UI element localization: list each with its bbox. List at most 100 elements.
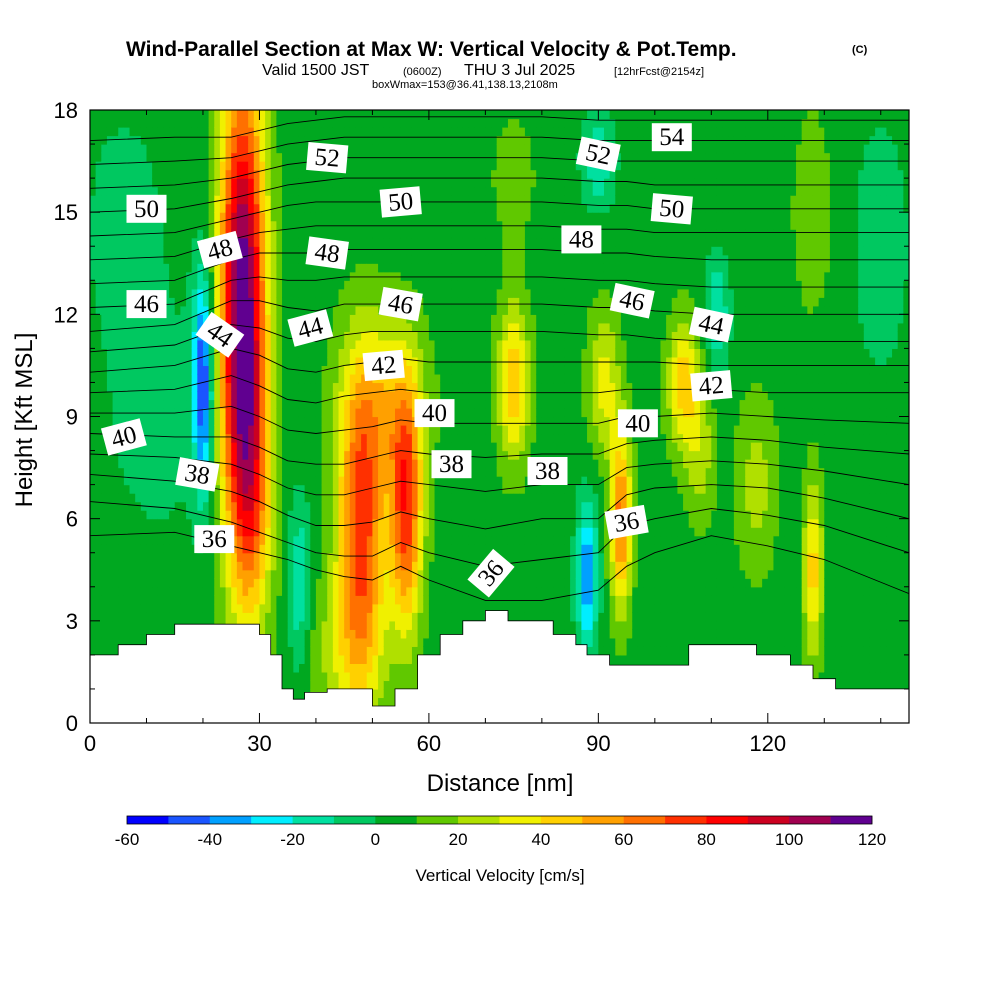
heatmap-cell bbox=[259, 390, 266, 401]
heatmap-cell bbox=[95, 144, 102, 154]
heatmap-cell bbox=[276, 169, 283, 179]
heatmap-cell bbox=[428, 365, 436, 375]
heatmap-cell bbox=[248, 373, 255, 384]
heatmap-cell bbox=[169, 195, 176, 205]
heatmap-cell bbox=[406, 459, 413, 469]
heatmap-cell bbox=[383, 586, 390, 596]
heatmap-cell bbox=[146, 152, 153, 162]
heatmap-cell bbox=[462, 161, 470, 171]
heatmap-cell bbox=[310, 620, 317, 630]
heatmap-cell bbox=[338, 671, 345, 682]
heatmap-cell bbox=[378, 382, 385, 392]
heatmap-cell bbox=[242, 348, 249, 358]
heatmap-cell bbox=[253, 254, 261, 264]
heatmap-cell bbox=[417, 535, 424, 545]
heatmap-cell bbox=[152, 356, 159, 367]
heatmap-cell bbox=[372, 399, 379, 409]
heatmap-cell bbox=[462, 263, 470, 273]
heatmap-cell bbox=[157, 365, 165, 375]
heatmap-cell bbox=[445, 127, 453, 137]
heatmap-cell bbox=[349, 510, 357, 520]
heatmap-cell bbox=[276, 637, 283, 647]
heatmap-cell bbox=[282, 450, 289, 460]
heatmap-cell bbox=[287, 382, 294, 392]
heatmap-cell bbox=[214, 390, 221, 401]
heatmap-cell bbox=[276, 331, 283, 341]
heatmap-cell bbox=[344, 297, 351, 307]
heatmap-cell bbox=[361, 297, 368, 307]
heatmap-cell bbox=[451, 144, 458, 154]
heatmap-cell bbox=[259, 501, 266, 511]
heatmap-cell bbox=[395, 339, 402, 349]
heatmap-cell bbox=[361, 552, 368, 562]
heatmap-cell bbox=[129, 186, 136, 196]
heatmap-cell bbox=[298, 135, 306, 145]
heatmap-cell bbox=[462, 356, 470, 367]
heatmap-cell bbox=[146, 595, 153, 605]
heatmap-cell bbox=[265, 178, 272, 188]
heatmap-cell bbox=[191, 356, 198, 367]
heatmap-cell bbox=[101, 595, 108, 605]
heatmap-cell bbox=[406, 603, 413, 613]
heatmap-cell bbox=[202, 586, 210, 596]
heatmap-cell bbox=[282, 229, 289, 239]
heatmap-cell bbox=[428, 442, 436, 452]
heatmap-cell bbox=[445, 186, 453, 196]
heatmap-cell bbox=[253, 433, 261, 443]
heatmap-cell bbox=[101, 288, 108, 298]
heatmap-cell bbox=[315, 578, 323, 588]
heatmap-cell bbox=[400, 493, 407, 503]
heatmap-cell bbox=[372, 305, 379, 315]
heatmap-cell bbox=[298, 416, 306, 426]
heatmap-cell bbox=[378, 654, 385, 664]
heatmap-cell bbox=[372, 331, 379, 341]
heatmap-cell bbox=[372, 229, 379, 239]
heatmap-cell bbox=[231, 348, 238, 358]
heatmap-cell bbox=[219, 416, 227, 426]
heatmap-cell bbox=[366, 416, 374, 426]
heatmap-cell bbox=[197, 450, 204, 460]
heatmap-cell bbox=[276, 271, 283, 281]
heatmap-cell bbox=[276, 365, 283, 375]
heatmap-cell bbox=[315, 229, 323, 239]
heatmap-cell bbox=[118, 407, 125, 418]
heatmap-cell bbox=[202, 399, 210, 409]
heatmap-cell bbox=[366, 212, 374, 222]
heatmap-cell bbox=[468, 510, 475, 520]
heatmap-cell bbox=[445, 501, 453, 511]
heatmap-cell bbox=[298, 373, 306, 384]
heatmap-cell bbox=[366, 629, 374, 639]
heatmap-cell bbox=[186, 110, 193, 120]
heatmap-cell bbox=[276, 612, 283, 622]
heatmap-cell bbox=[242, 152, 249, 162]
heatmap-cell bbox=[293, 586, 300, 596]
heatmap-cell bbox=[315, 373, 323, 384]
heatmap-cell bbox=[152, 382, 159, 392]
heatmap-cell bbox=[265, 373, 272, 384]
heatmap-cell bbox=[451, 561, 458, 571]
heatmap-cell bbox=[338, 578, 345, 588]
heatmap-cell bbox=[140, 365, 148, 375]
heatmap-cell bbox=[118, 535, 125, 545]
heatmap-cell bbox=[282, 603, 289, 613]
heatmap-cell bbox=[372, 544, 379, 554]
heatmap-cell bbox=[270, 373, 277, 384]
heatmap-cell bbox=[214, 501, 221, 511]
heatmap-cell bbox=[304, 271, 311, 281]
heatmap-cell bbox=[451, 203, 458, 213]
heatmap-cell bbox=[304, 237, 311, 247]
heatmap-cell bbox=[468, 535, 475, 545]
heatmap-cell bbox=[355, 263, 362, 273]
heatmap-cell bbox=[174, 118, 181, 128]
heatmap-cell bbox=[219, 263, 227, 273]
heatmap-cell bbox=[378, 246, 385, 256]
heatmap-cell bbox=[293, 271, 300, 281]
heatmap-cell bbox=[163, 561, 170, 571]
heatmap-cell bbox=[270, 356, 277, 367]
heatmap-cell bbox=[180, 433, 187, 443]
heatmap-cell bbox=[146, 535, 153, 545]
heatmap-cell bbox=[366, 161, 374, 171]
heatmap-cell bbox=[378, 459, 385, 469]
heatmap-cell bbox=[400, 237, 407, 247]
heatmap-cell bbox=[129, 629, 136, 639]
